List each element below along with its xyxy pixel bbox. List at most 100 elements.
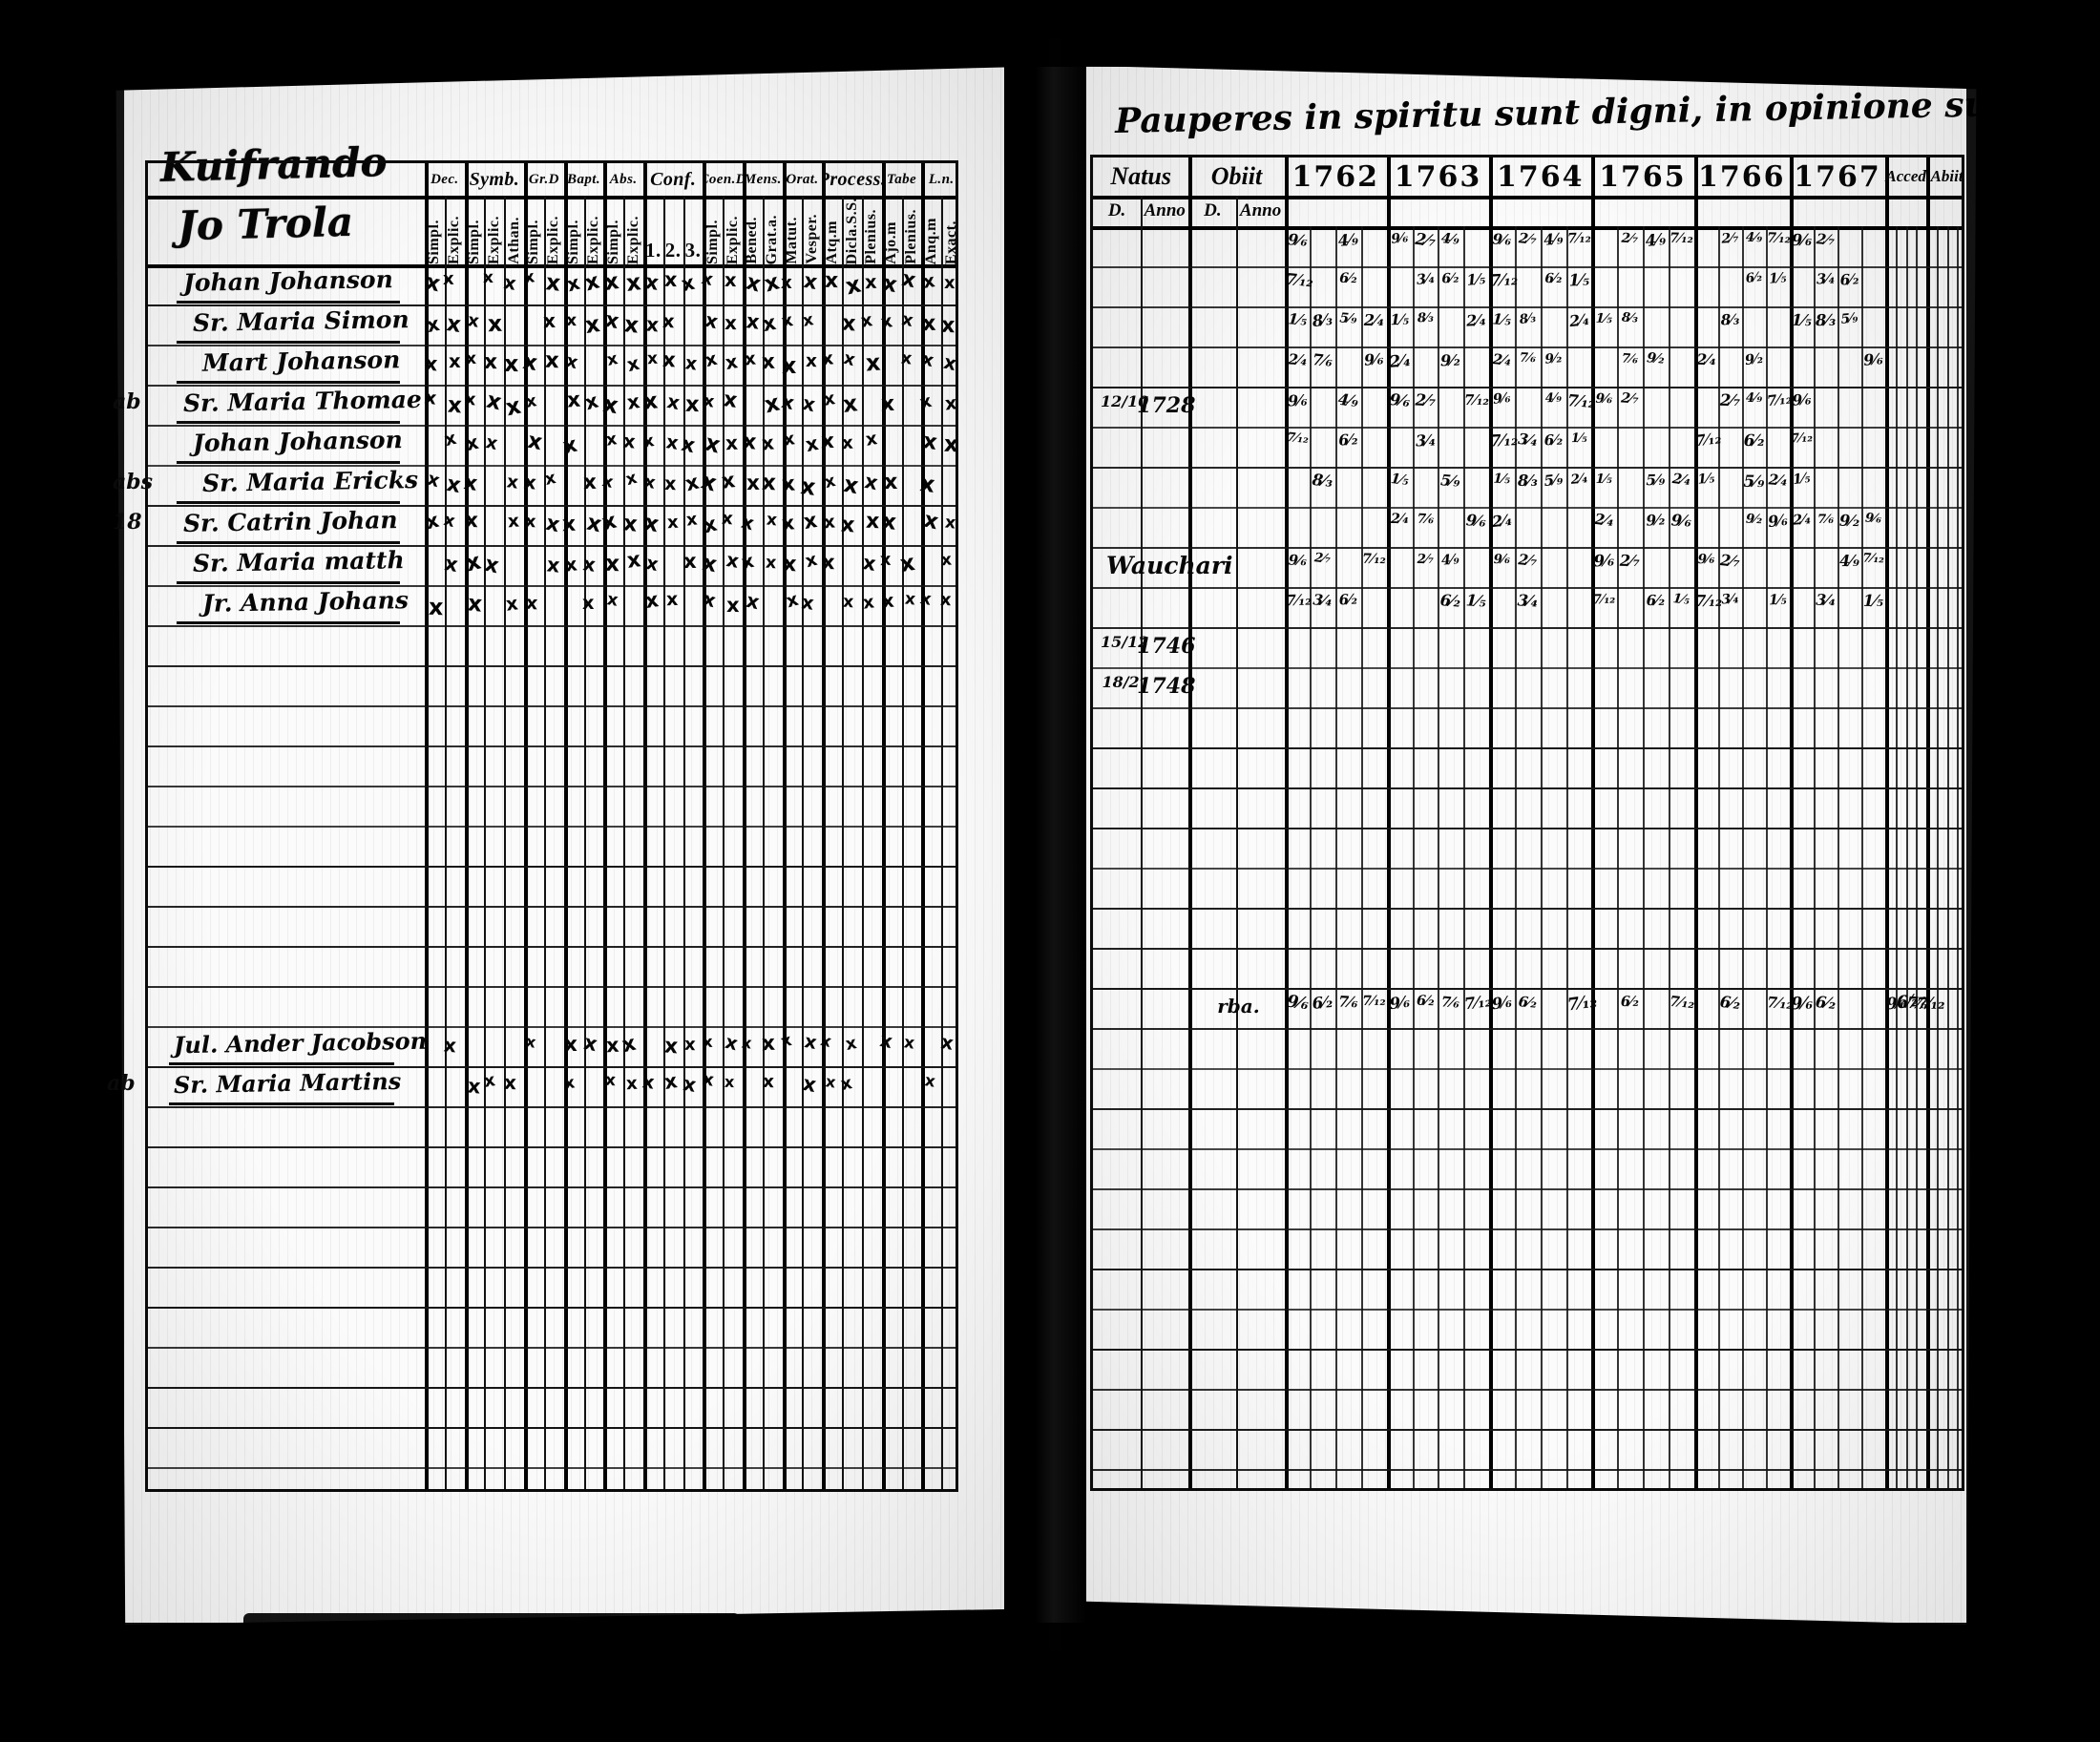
year-entry-value: 2⁄₇ (1311, 553, 1335, 567)
attendance-mark: x (761, 471, 776, 496)
table-row-rule (148, 1186, 956, 1188)
year-entry-value: 7⁄₁₂ (1490, 272, 1515, 288)
attendance-mark: x (662, 309, 676, 332)
sub-column-divider (504, 196, 506, 1489)
year-entry-value: 2⁄₄ (1592, 513, 1617, 530)
table-row-rule (148, 1467, 956, 1469)
year-entry-value: 9⁄₆ (1791, 996, 1814, 1013)
column-header: Natus (1093, 157, 1188, 196)
year-entry-value: 5⁄₉ (1336, 312, 1361, 326)
table-row-rule (1093, 587, 1962, 589)
attendance-mark: x (761, 432, 775, 455)
table-row-rule (148, 946, 956, 948)
year-entry-value: 1⁄₅ (1490, 312, 1515, 327)
attendance-mark: x (724, 1030, 741, 1054)
attendance-mark: x (803, 1030, 819, 1054)
attendance-mark: x (564, 1033, 578, 1057)
column-subheader-label: Ajo.m (883, 220, 900, 264)
attendance-mark: x (739, 549, 755, 573)
column-header: 1766 (1694, 157, 1790, 196)
year-entry-value: 4⁄₉ (1743, 393, 1765, 406)
year-entry-value: 9⁄₆ (1592, 553, 1617, 569)
attendance-mark: x (482, 1071, 496, 1093)
attendance-mark: x (445, 311, 462, 338)
table-row-rule (1093, 1389, 1962, 1391)
table-row-rule (148, 1146, 956, 1148)
column-subheader-label: 3. (685, 239, 702, 264)
attendance-mark: x (642, 472, 657, 493)
year-entry-value: 6⁄₂ (1413, 996, 1437, 1010)
attendance-mark: x (625, 389, 641, 414)
column-header: Acced (1885, 157, 1926, 196)
attendance-mark: x (780, 390, 797, 414)
entry-underline (177, 301, 400, 304)
column-subheader: Atq.m (822, 196, 842, 264)
table-row-rule (1093, 868, 1962, 870)
table-row-rule (148, 304, 956, 306)
attendance-mark: x (921, 270, 935, 293)
sub-column-divider (1718, 226, 1720, 1488)
attendance-mark: x (918, 470, 936, 498)
sub-column-divider (1742, 226, 1744, 1488)
right-page-table: Natus D. Anno Obiit D. Anno 1762 1763 1764 1765 17… (1090, 155, 1964, 1491)
attendance-mark: x (900, 267, 918, 293)
attendance-mark: x (524, 1033, 537, 1053)
year-entry-value: 9⁄₆ (1862, 513, 1885, 526)
column-subheader-label: Explic. (486, 214, 503, 264)
entry-underline (177, 541, 400, 544)
year-entry-value: 1⁄₅ (1791, 313, 1813, 328)
attendance-mark: x (666, 513, 679, 534)
year-entry-value: 7⁄₁₂ (1592, 593, 1616, 606)
table-row-rule (1093, 1188, 1962, 1190)
attendance-mark: x (424, 351, 438, 375)
column-subheader-label: Matut. (784, 215, 801, 264)
attendance-mark: x (545, 348, 560, 374)
year-entry-value: 8⁄₃ (1311, 312, 1335, 329)
table-row-rule (1093, 1068, 1962, 1070)
year-entry-value: 7⁄₁₂ (1766, 995, 1789, 1011)
sub-column-divider (1814, 226, 1816, 1488)
attendance-mark: x (683, 1035, 696, 1055)
column-subheader: Athan. (504, 196, 524, 264)
entry-underline (169, 1062, 394, 1065)
table-row-rule (148, 705, 956, 707)
column-subheader-label: Explic. (625, 214, 642, 264)
year-entry-value: 1⁄₅ (1862, 594, 1884, 609)
attendance-mark: x (445, 472, 463, 498)
column-subheader: Simpl. (425, 196, 445, 264)
bottom-note: rba. (1198, 997, 1278, 1016)
column-divider (1591, 157, 1595, 1488)
year-entry-value: 2⁄₇ (1515, 232, 1540, 247)
attendance-mark: x (806, 351, 818, 371)
attendance-mark: x (724, 312, 736, 334)
attendance-mark: x (898, 549, 916, 577)
attendance-mark: x (449, 350, 461, 372)
column-subheader-label: Simpl. (704, 218, 722, 264)
table-row-rule (148, 425, 956, 427)
year-entry-value: 7⁄₁₂ (1285, 272, 1310, 289)
table-row-rule (148, 906, 956, 908)
year-entry-value: 1⁄₅ (1566, 272, 1591, 288)
attendance-mark: x (526, 593, 539, 615)
column-subheader-label: Explic. (446, 214, 463, 264)
edge-grime (0, 0, 124, 1742)
table-row-rule (1093, 547, 1962, 549)
attendance-mark: x (724, 269, 737, 291)
attendance-mark: x (702, 1069, 716, 1091)
year-entry-value: 3⁄₄ (1311, 593, 1335, 608)
year-entry-value: 6⁄₂ (1541, 433, 1564, 448)
attendance-mark: x (462, 471, 479, 496)
year-entry-value: 7⁄₆ (1516, 353, 1540, 366)
attendance-mark: x (642, 388, 660, 415)
attendance-mark: x (484, 350, 498, 374)
attendance-mark: x (746, 308, 761, 333)
attendance-mark: x (881, 509, 898, 535)
year-entry-value: 9⁄₆ (1694, 554, 1716, 567)
column-subheader-label: Bened. (744, 215, 761, 264)
sub-column-divider (1141, 196, 1143, 1488)
column-subheader: D. (1093, 196, 1141, 226)
attendance-mark: x (663, 268, 677, 291)
table-row-rule (148, 1106, 956, 1108)
attendance-mark: x (724, 351, 739, 375)
year-entry-value: 1⁄₅ (1387, 472, 1412, 489)
